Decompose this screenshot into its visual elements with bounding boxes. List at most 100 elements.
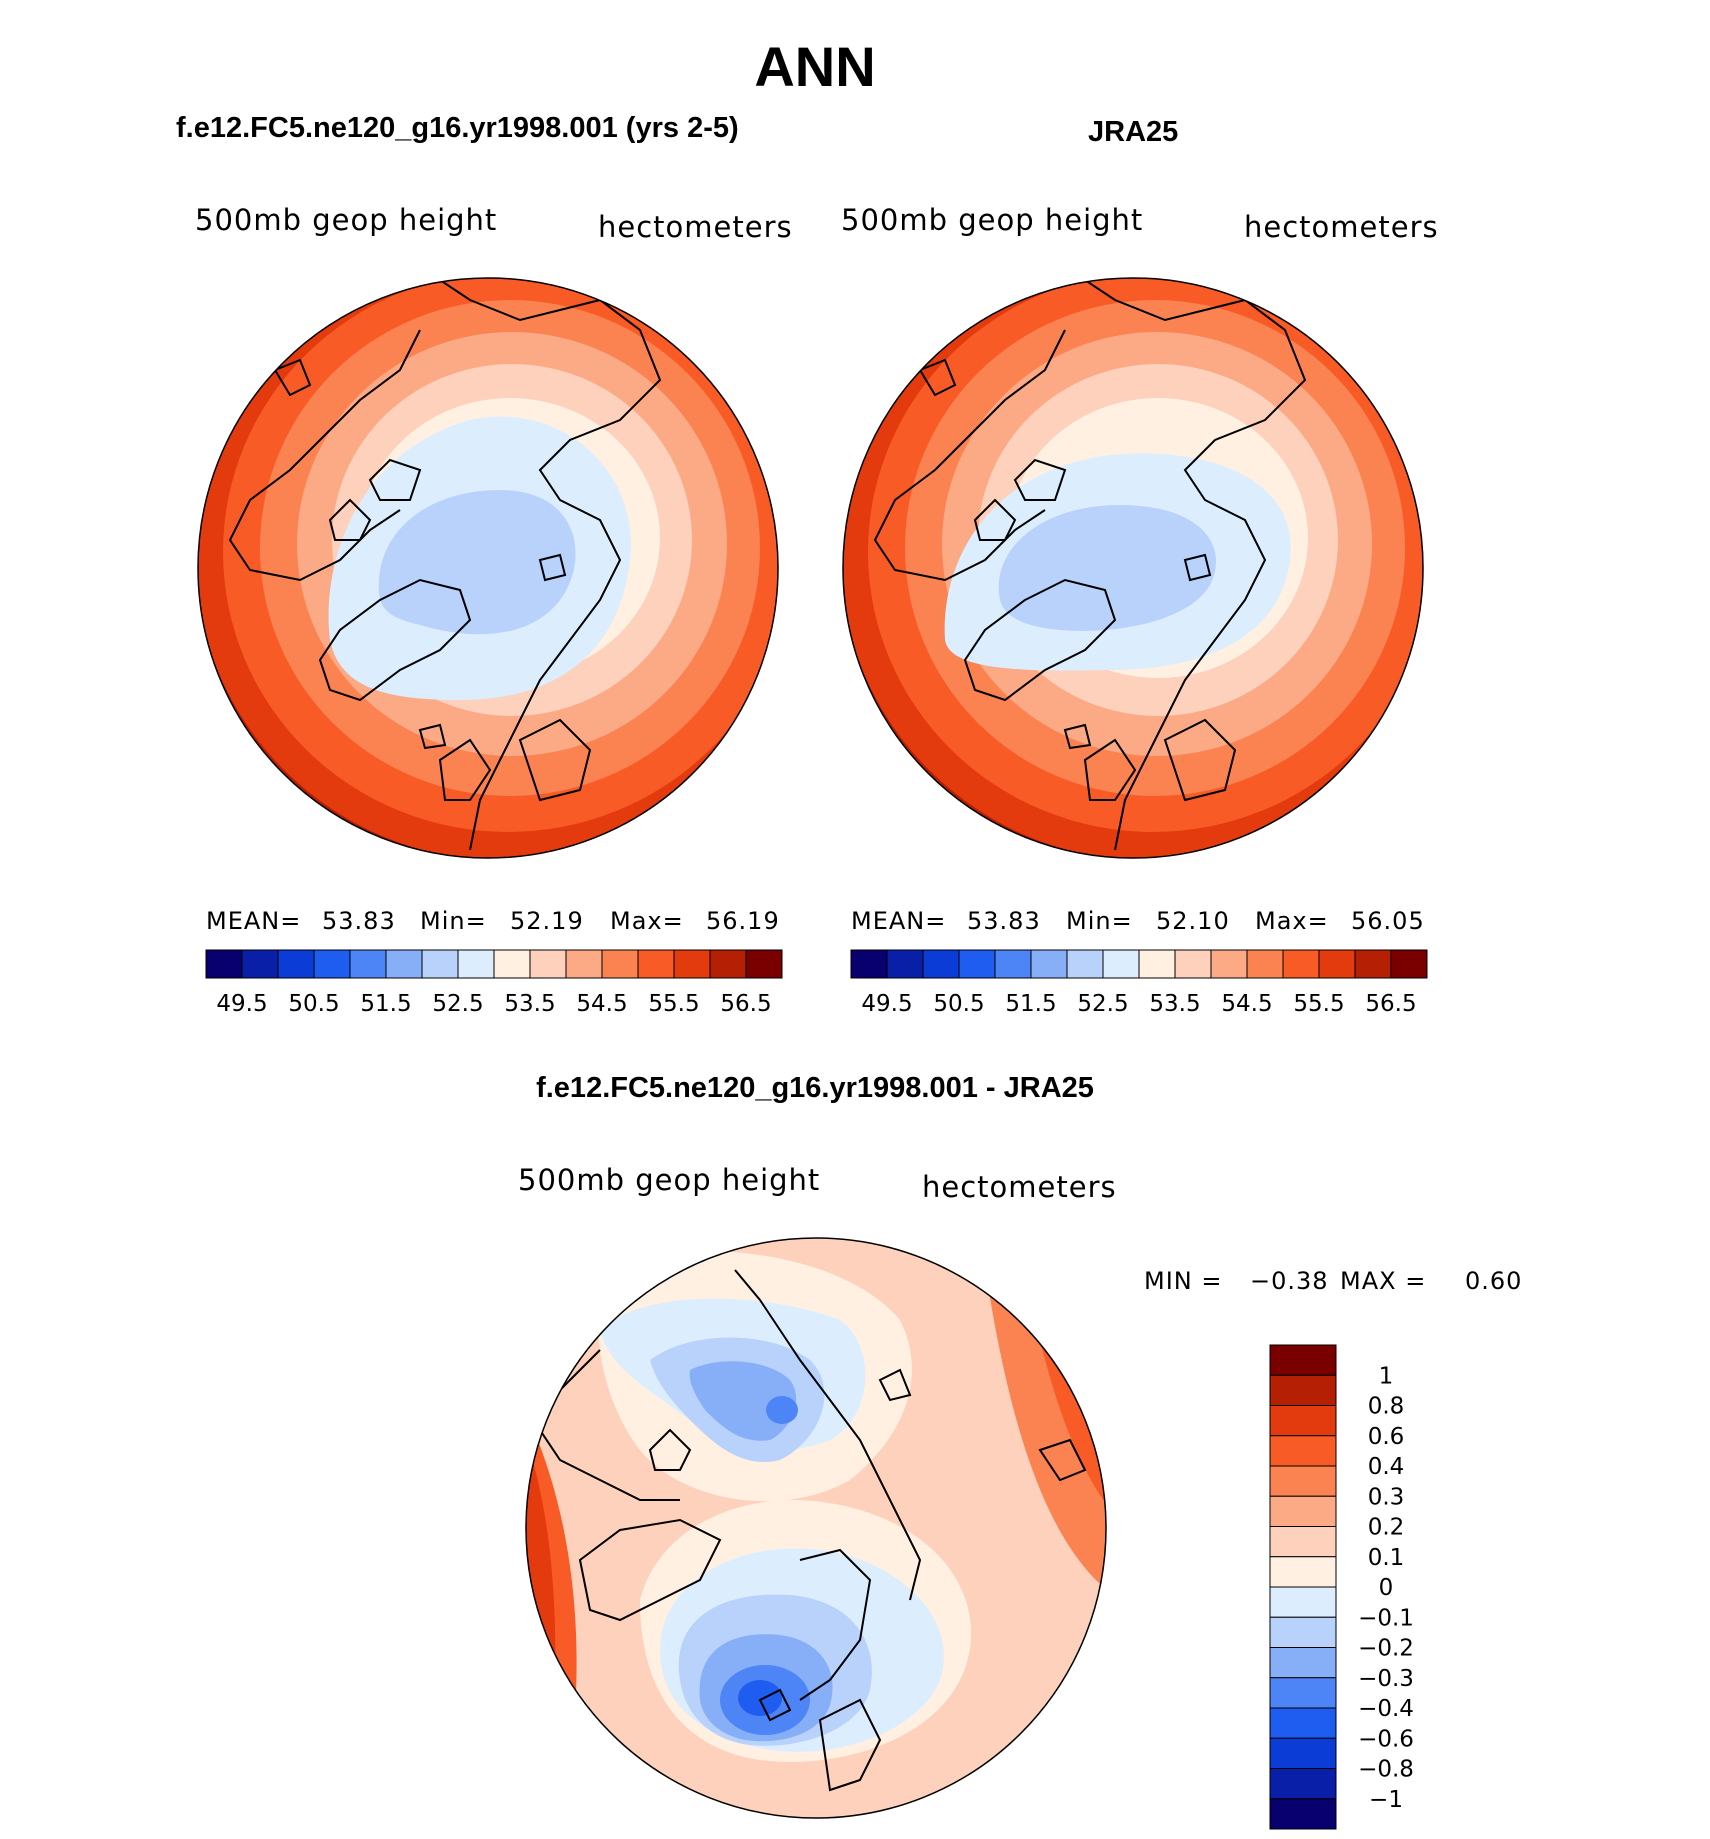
left-panel-title: f.e12.FC5.ne120_g16.yr1998.001 (yrs 2-5) — [176, 112, 739, 144]
diff-colorbar-swatch — [1269, 1677, 1337, 1709]
left-mean-value: 53.83 — [322, 907, 396, 935]
diff-colorbar-swatch — [1269, 1465, 1337, 1497]
left-colorbar-swatch — [709, 949, 747, 979]
left-colorbar-swatch — [313, 949, 351, 979]
right-colorbar-tick-label: 50.5 — [933, 991, 984, 1017]
left-colorbar-swatch — [385, 949, 423, 979]
left-colorbar-swatch — [241, 949, 279, 979]
diff-colorbar-tick-label: 0.2 — [1368, 1515, 1405, 1541]
right-colorbar-tick-label: 55.5 — [1293, 991, 1344, 1017]
diff-colorbar-tick-label: −0.1 — [1358, 1605, 1414, 1631]
diff-colorbar-swatch — [1269, 1526, 1337, 1558]
right-colorbar: 49.5 50.5 51.5 52.5 53.5 54.5 55.5 56.5 — [850, 949, 1428, 1017]
diff-colorbar-tick-label: 0.1 — [1368, 1545, 1405, 1571]
diff-colorbar-swatch — [1269, 1647, 1337, 1679]
left-max-value: 56.19 — [706, 907, 780, 935]
right-colorbar-swatch — [1246, 949, 1284, 979]
diff-colorbar-tick-label: 0.8 — [1368, 1394, 1405, 1420]
right-colorbar-swatch — [1174, 949, 1212, 979]
diff-units-label: hectometers — [922, 1170, 1117, 1204]
diff-colorbar-tick-label: −0.6 — [1358, 1726, 1414, 1752]
right-colorbar-tick-label: 52.5 — [1077, 991, 1128, 1017]
diff-colorbar-swatch — [1269, 1798, 1337, 1830]
right-colorbar-swatch — [1066, 949, 1104, 979]
diff-colorbar-tick-label: −0.3 — [1358, 1666, 1414, 1692]
left-colorbar: 49.5 50.5 51.5 52.5 53.5 54.5 55.5 56.5 — [205, 949, 783, 1017]
left-colorbar-swatch — [493, 949, 531, 979]
left-colorbar-swatch — [601, 949, 639, 979]
right-min-label: Min= — [1066, 907, 1133, 935]
right-colorbar-swatch — [1282, 949, 1320, 979]
right-max-value: 56.05 — [1351, 907, 1425, 935]
left-units-label: hectometers — [598, 210, 793, 244]
right-colorbar-tick-label: 53.5 — [1149, 991, 1200, 1017]
left-min-value: 52.19 — [510, 907, 584, 935]
right-colorbar-swatch — [1102, 949, 1140, 979]
right-colorbar-swatch — [886, 949, 924, 979]
right-max-label: Max= — [1255, 907, 1329, 935]
diff-panel-title: f.e12.FC5.ne120_g16.yr1998.001 - JRA25 — [536, 1072, 1094, 1104]
left-colorbar-swatch — [277, 949, 315, 979]
left-colorbar-tick-label: 52.5 — [432, 991, 483, 1017]
right-colorbar-tick-label: 51.5 — [1005, 991, 1056, 1017]
right-colorbar-tick-label: 49.5 — [861, 991, 912, 1017]
figure-title: ANN — [754, 35, 876, 98]
right-colorbar-swatch — [1030, 949, 1068, 979]
diff-colorbar-swatch — [1269, 1586, 1337, 1618]
left-colorbar-tick-label: 56.5 — [720, 991, 771, 1017]
diff-colorbar-swatch — [1269, 1374, 1337, 1406]
right-mean-value: 53.83 — [967, 907, 1041, 935]
left-colorbar-swatch — [637, 949, 675, 979]
diff-colorbar-swatch — [1269, 1616, 1337, 1648]
right-colorbar-swatch — [1138, 949, 1176, 979]
diff-colorbar-swatch — [1269, 1768, 1337, 1800]
left-colorbar-swatch — [205, 949, 243, 979]
diff-colorbar-tick-label: −0.8 — [1358, 1757, 1414, 1783]
right-min-value: 52.10 — [1156, 907, 1230, 935]
diff-colorbar-swatch — [1269, 1344, 1337, 1376]
diff-colorbar-tick-label: 0 — [1379, 1575, 1394, 1601]
right-colorbar-tick-label: 56.5 — [1365, 991, 1416, 1017]
left-polar-map — [197, 277, 779, 859]
right-colorbar-swatch — [994, 949, 1032, 979]
diff-colorbar-swatch — [1269, 1435, 1337, 1467]
left-colorbar-tick-label: 53.5 — [504, 991, 555, 1017]
left-colorbar-swatch — [745, 949, 783, 979]
diff-max-label: MAX = — [1340, 1267, 1427, 1295]
diff-colorbar-swatch — [1269, 1707, 1337, 1739]
diff-colorbar-swatch — [1269, 1405, 1337, 1437]
left-colorbar-tick-label: 50.5 — [288, 991, 339, 1017]
diff-variable-label: 500mb geop height — [518, 1163, 821, 1197]
right-colorbar-swatch — [958, 949, 996, 979]
right-polar-map — [842, 277, 1424, 859]
right-colorbar-swatch — [922, 949, 960, 979]
right-mean-label: MEAN= — [851, 907, 947, 935]
right-units-label: hectometers — [1244, 210, 1439, 244]
left-colorbar-tick-label: 55.5 — [648, 991, 699, 1017]
left-max-label: Max= — [610, 907, 684, 935]
right-colorbar-swatch — [850, 949, 888, 979]
diff-polar-map — [525, 1237, 1107, 1819]
diff-min-label: MIN = — [1144, 1267, 1223, 1295]
diff-colorbar-tick-label: 0.3 — [1368, 1484, 1405, 1510]
diff-colorbar-tick-label: −1 — [1369, 1787, 1403, 1813]
left-colorbar-tick-label: 54.5 — [576, 991, 627, 1017]
right-colorbar-tick-label: 54.5 — [1221, 991, 1272, 1017]
diff-max-value: 0.60 — [1465, 1267, 1523, 1295]
left-min-label: Min= — [420, 907, 487, 935]
diff-colorbar-tick-label: −0.4 — [1358, 1696, 1414, 1722]
left-colorbar-swatch — [349, 949, 387, 979]
right-panel-title: JRA25 — [1088, 116, 1179, 148]
left-colorbar-swatch — [421, 949, 459, 979]
diff-colorbar-tick-label: 0.4 — [1368, 1454, 1405, 1480]
left-colorbar-swatch — [529, 949, 567, 979]
diff-colorbar-tick-label: −0.2 — [1358, 1636, 1414, 1662]
left-colorbar-tick-label: 51.5 — [360, 991, 411, 1017]
diff-min-value: −0.38 — [1250, 1267, 1329, 1295]
right-colorbar-swatch — [1354, 949, 1392, 979]
diff-colorbar-swatch — [1269, 1495, 1337, 1527]
diff-colorbar-tick-label: 0.6 — [1368, 1424, 1405, 1450]
left-colorbar-swatch — [565, 949, 603, 979]
right-colorbar-swatch — [1390, 949, 1428, 979]
